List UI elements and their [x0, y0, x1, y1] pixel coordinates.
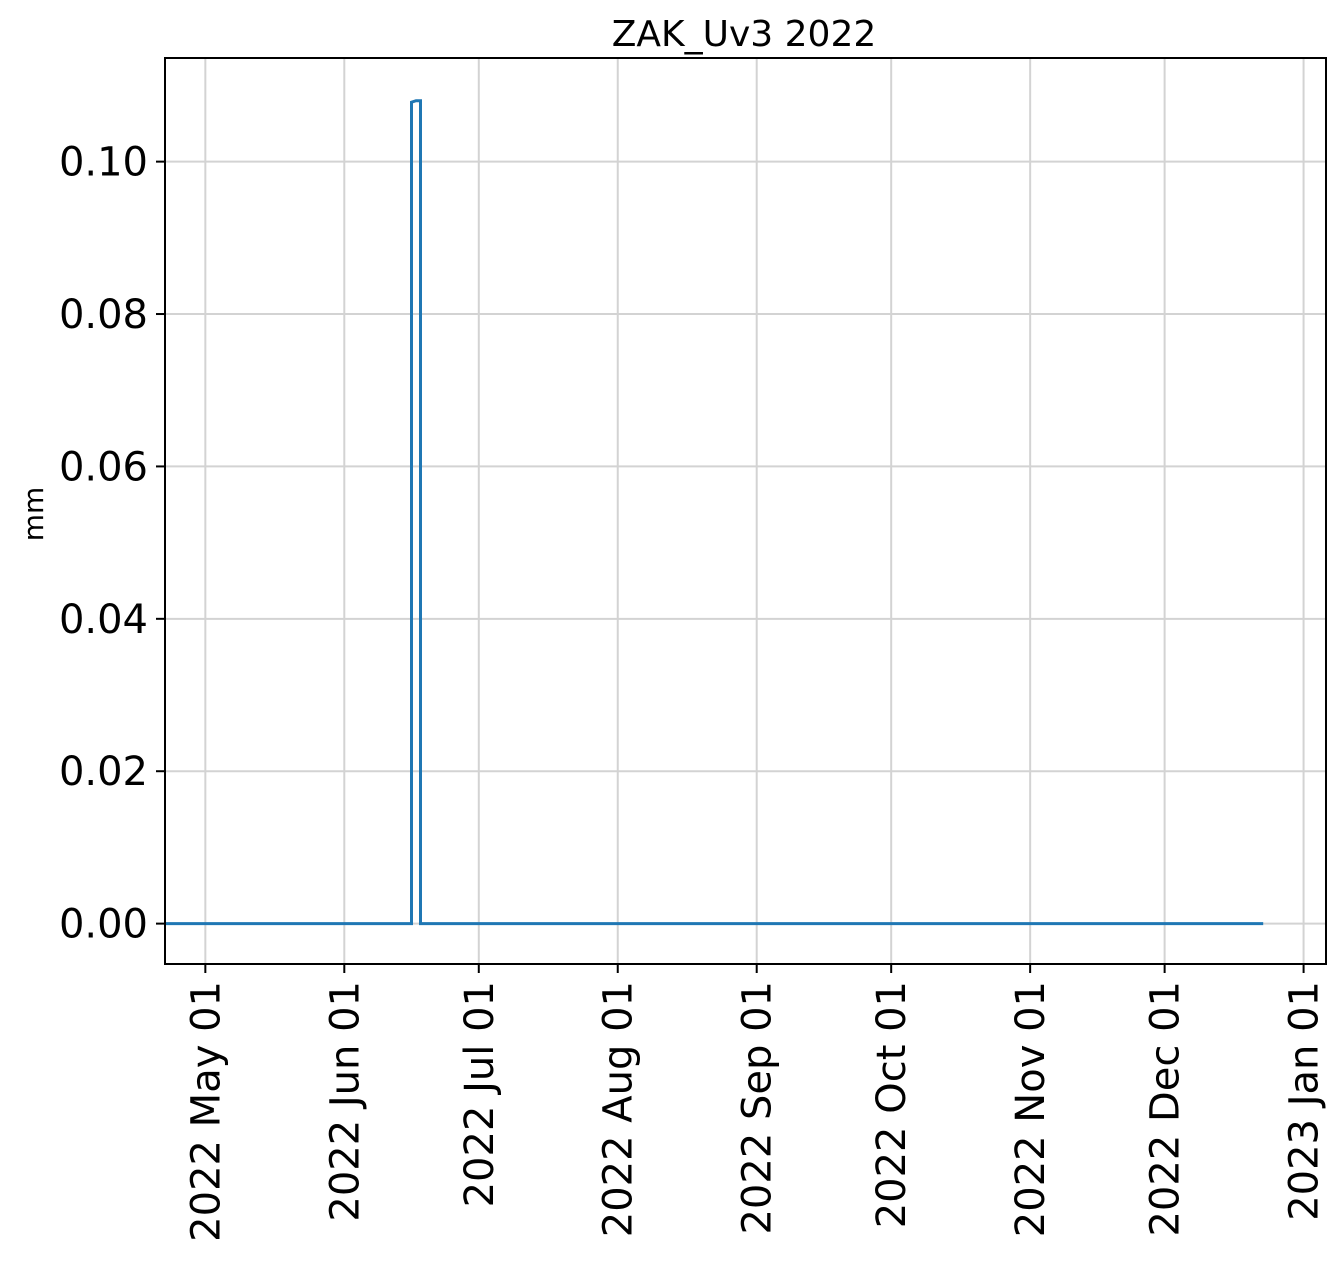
- y-axis-label: mm: [17, 487, 50, 542]
- x-tick-label: 2022 Jul 01: [457, 981, 503, 1207]
- y-tick-label: 0.00: [59, 902, 148, 948]
- x-tick-label: 2022 Nov 01: [1008, 981, 1054, 1237]
- x-tick-label: 2022 Oct 01: [869, 981, 915, 1228]
- plot-series: [165, 99, 1264, 926]
- y-tick-label: 0.04: [59, 597, 148, 643]
- x-tick-label: 2022 Jun 01: [322, 981, 368, 1222]
- x-tick-label: 2023 Jan 01: [1282, 981, 1328, 1221]
- y-tick-label: 0.08: [59, 292, 148, 338]
- y-tick-label: 0.02: [59, 749, 148, 795]
- x-tick-label: 2022 May 01: [183, 981, 229, 1242]
- plot-area-frame: [164, 57, 1327, 965]
- x-tick-label: 2022 Dec 01: [1143, 981, 1189, 1237]
- series-line: [165, 99, 1264, 926]
- x-tick-label: 2022 Sep 01: [735, 981, 781, 1235]
- chart-title: ZAK_Uv3 2022: [612, 14, 877, 55]
- grid-lines: [165, 58, 1326, 964]
- x-tick-label: 2022 Aug 01: [596, 981, 642, 1237]
- axis-ticks: 2022 May 01 2022 Jun 01 2022 Jul 01 2022 Au…: [59, 140, 1328, 1242]
- y-tick-label: 0.10: [59, 140, 148, 186]
- y-tick-label: 0.06: [59, 444, 148, 490]
